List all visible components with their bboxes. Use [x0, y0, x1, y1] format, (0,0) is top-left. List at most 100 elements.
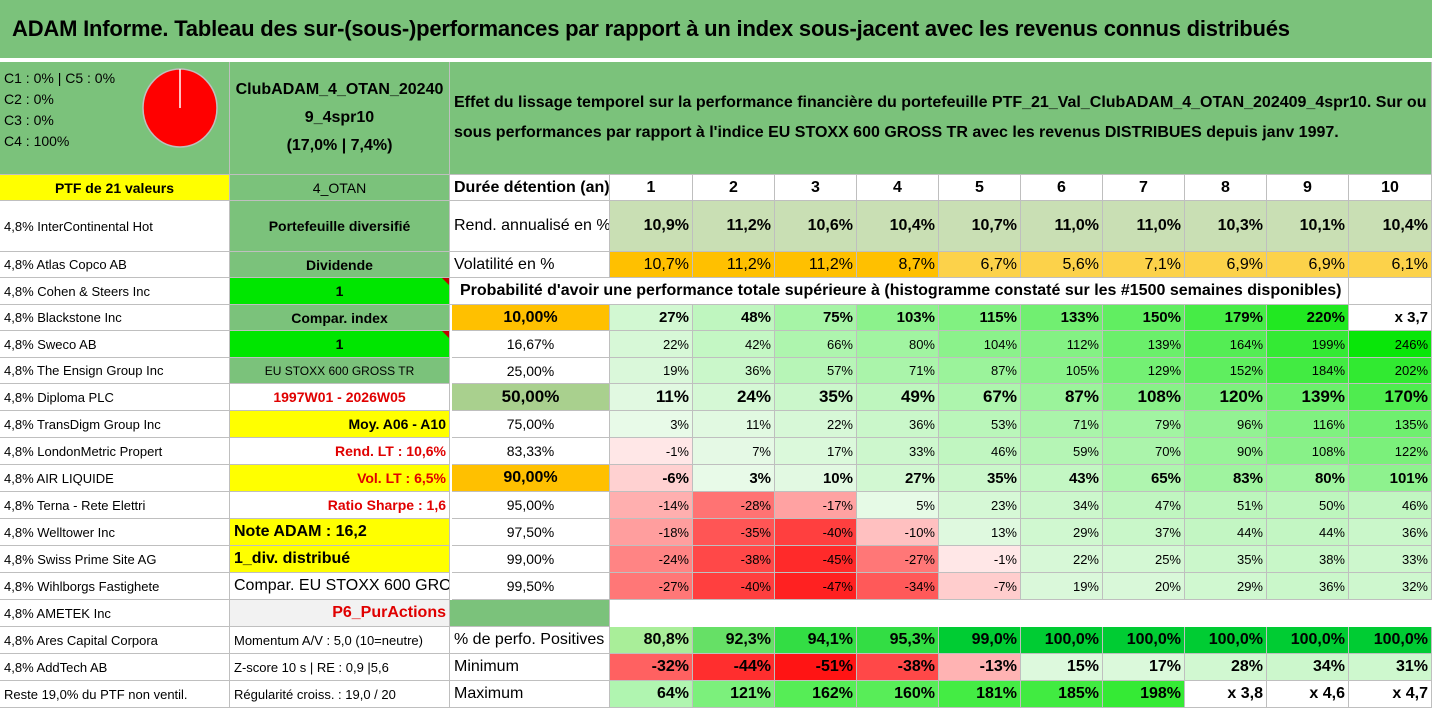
probability-value[interactable]: 104% — [939, 331, 1021, 358]
minimum-value[interactable]: 28% — [1185, 654, 1267, 681]
holding-row[interactable]: 4,8% AIR LIQUIDE — [0, 465, 230, 492]
dividend-label[interactable]: Dividende — [230, 252, 450, 278]
probability-value[interactable]: 139% — [1267, 384, 1349, 411]
minimum-value[interactable]: -51% — [775, 654, 857, 681]
vol-value[interactable]: 10,7% — [610, 252, 693, 278]
vol-value[interactable]: 11,2% — [775, 252, 857, 278]
probability-value[interactable]: 246% — [1349, 331, 1432, 358]
holding-row[interactable]: 4,8% Welltower Inc — [0, 519, 230, 546]
positives-label[interactable]: % de perfo. Positives — [450, 627, 610, 654]
rend-value[interactable]: 11,0% — [1103, 201, 1185, 252]
probability-value[interactable]: -34% — [857, 573, 939, 600]
momentum[interactable]: Momentum A/V : 5,0 (10=neutre) — [230, 627, 450, 654]
probability-value[interactable]: -27% — [857, 546, 939, 573]
year-header[interactable]: 3 — [775, 175, 857, 201]
probability-value[interactable]: 103% — [857, 305, 939, 331]
probability-value[interactable]: 3% — [693, 465, 775, 492]
probability-value[interactable]: 47% — [1103, 492, 1185, 519]
positives-value[interactable]: 100,0% — [1267, 627, 1349, 654]
probability-value[interactable]: 36% — [857, 411, 939, 438]
probability-value[interactable]: 112% — [1021, 331, 1103, 358]
probability-value[interactable]: 133% — [1021, 305, 1103, 331]
index-name[interactable]: EU STOXX 600 GROSS TR — [230, 358, 450, 384]
probability-value[interactable]: -38% — [693, 546, 775, 573]
probability-value[interactable]: 120% — [1185, 384, 1267, 411]
probability-title-blank[interactable] — [1349, 278, 1432, 305]
probability-value[interactable]: 22% — [1021, 546, 1103, 573]
rend-lt[interactable]: Rend. LT : 10,6% — [230, 438, 450, 465]
duration-label[interactable]: Durée détention (an) — [450, 175, 610, 201]
probability-value[interactable]: 46% — [939, 438, 1021, 465]
probability-value[interactable]: -47% — [775, 573, 857, 600]
minimum-value[interactable]: -13% — [939, 654, 1021, 681]
probability-value[interactable]: -14% — [610, 492, 693, 519]
year-header[interactable]: 5 — [939, 175, 1021, 201]
vol-value[interactable]: 6,9% — [1185, 252, 1267, 278]
probability-value[interactable]: 184% — [1267, 358, 1349, 384]
holding-row[interactable]: 4,8% Diploma PLC — [0, 384, 230, 411]
class-breakdown-cell[interactable]: C1 : 0% | C5 : 0% C2 : 0% C3 : 0% C4 : 1… — [0, 62, 230, 175]
portfolio-type[interactable]: Portefeuille diversifié — [230, 201, 450, 252]
minimum-value[interactable]: 34% — [1267, 654, 1349, 681]
rend-value[interactable]: 11,2% — [693, 201, 775, 252]
probability-value[interactable]: 35% — [775, 384, 857, 411]
probability-value[interactable]: 29% — [1185, 573, 1267, 600]
holding-row[interactable]: 4,8% Wihlborgs Fastighete — [0, 573, 230, 600]
year-header[interactable]: 7 — [1103, 175, 1185, 201]
blank-green-cell[interactable] — [450, 600, 610, 627]
holding-row[interactable]: 4,8% Atlas Copco AB — [0, 252, 230, 278]
probability-value[interactable]: 17% — [775, 438, 857, 465]
positives-value[interactable]: 95,3% — [857, 627, 939, 654]
probability-value[interactable]: 10% — [775, 465, 857, 492]
fund-code[interactable]: 4_OTAN — [230, 175, 450, 201]
maximum-value[interactable]: 198% — [1103, 681, 1185, 708]
probability-value[interactable]: 150% — [1103, 305, 1185, 331]
minimum-value[interactable]: 15% — [1021, 654, 1103, 681]
positives-value[interactable]: 100,0% — [1103, 627, 1185, 654]
probability-level[interactable]: 97,50% — [452, 519, 610, 546]
probability-value[interactable]: 71% — [857, 358, 939, 384]
probability-value[interactable]: 79% — [1103, 411, 1185, 438]
probability-value[interactable]: 33% — [1349, 546, 1432, 573]
year-header[interactable]: 4 — [857, 175, 939, 201]
sharpe-ratio[interactable]: Ratio Sharpe : 1,6 — [230, 492, 450, 519]
holding-row[interactable]: 4,8% LondonMetric Propert — [0, 438, 230, 465]
probability-value[interactable]: 67% — [939, 384, 1021, 411]
probability-value[interactable]: 19% — [610, 358, 693, 384]
minimum-label[interactable]: Minimum — [450, 654, 610, 681]
probability-value[interactable]: 46% — [1349, 492, 1432, 519]
probability-value[interactable]: 27% — [857, 465, 939, 492]
probability-value[interactable]: 38% — [1267, 546, 1349, 573]
probability-value[interactable]: 42% — [693, 331, 775, 358]
maximum-value[interactable]: x 3,8 — [1185, 681, 1267, 708]
probability-value[interactable]: 53% — [939, 411, 1021, 438]
probability-value[interactable]: 116% — [1267, 411, 1349, 438]
year-header[interactable]: 8 — [1185, 175, 1267, 201]
probability-value[interactable]: -18% — [610, 519, 693, 546]
probability-value[interactable]: 5% — [857, 492, 939, 519]
probability-level[interactable]: 83,33% — [452, 438, 610, 465]
holding-row[interactable]: 4,8% The Ensign Group Inc — [0, 358, 230, 384]
description-cell[interactable]: Effet du lissage temporel sur la perform… — [450, 62, 1432, 175]
probability-value[interactable]: 27% — [610, 305, 693, 331]
probability-value[interactable]: 115% — [939, 305, 1021, 331]
probability-value[interactable]: 80% — [1267, 465, 1349, 492]
moy-label[interactable]: Moy. A06 - A10 — [230, 411, 450, 438]
probability-value[interactable]: 70% — [1103, 438, 1185, 465]
rend-value[interactable]: 10,1% — [1267, 201, 1349, 252]
probability-value[interactable]: 122% — [1349, 438, 1432, 465]
probability-value[interactable]: -10% — [857, 519, 939, 546]
holding-row[interactable]: 4,8% AMETEK Inc — [0, 600, 230, 627]
holding-row[interactable]: 4,8% InterContinental Hot — [0, 201, 230, 252]
probability-value[interactable]: 44% — [1267, 519, 1349, 546]
probability-value[interactable]: -35% — [693, 519, 775, 546]
probability-value[interactable]: 129% — [1103, 358, 1185, 384]
year-header[interactable]: 2 — [693, 175, 775, 201]
rend-label[interactable]: Rend. annualisé en % — [450, 201, 610, 252]
probability-value[interactable]: -27% — [610, 573, 693, 600]
probability-value[interactable]: 220% — [1267, 305, 1349, 331]
probability-value[interactable]: 135% — [1349, 411, 1432, 438]
probability-value[interactable]: 50% — [1267, 492, 1349, 519]
probability-title[interactable]: Probabilité d'avoir une performance tota… — [450, 278, 1349, 305]
probability-value[interactable]: 36% — [1267, 573, 1349, 600]
